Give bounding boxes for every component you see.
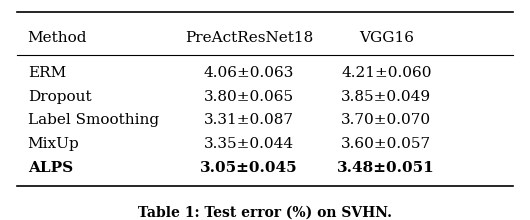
Text: Label Smoothing: Label Smoothing [28,113,159,127]
Text: MixUp: MixUp [28,137,80,151]
Text: 4.06±0.063: 4.06±0.063 [204,66,294,80]
Text: 3.31±0.087: 3.31±0.087 [204,113,294,127]
Text: 4.21±0.060: 4.21±0.060 [341,66,431,80]
Text: PreActResNet18: PreActResNet18 [185,31,313,45]
Text: 3.80±0.065: 3.80±0.065 [204,90,294,104]
Text: 3.60±0.057: 3.60±0.057 [341,137,431,151]
Text: VGG16: VGG16 [359,31,414,45]
Text: 3.85±0.049: 3.85±0.049 [341,90,431,104]
Text: 3.70±0.070: 3.70±0.070 [341,113,431,127]
Text: ERM: ERM [28,66,66,80]
Text: Table 1: Test error (%) on SVHN.: Table 1: Test error (%) on SVHN. [138,206,392,220]
Text: Method: Method [28,31,87,45]
Text: ALPS: ALPS [28,161,73,174]
Text: Dropout: Dropout [28,90,91,104]
Text: 3.05±0.045: 3.05±0.045 [200,161,298,174]
Text: 3.48±0.051: 3.48±0.051 [338,161,435,174]
Text: 3.35±0.044: 3.35±0.044 [204,137,294,151]
